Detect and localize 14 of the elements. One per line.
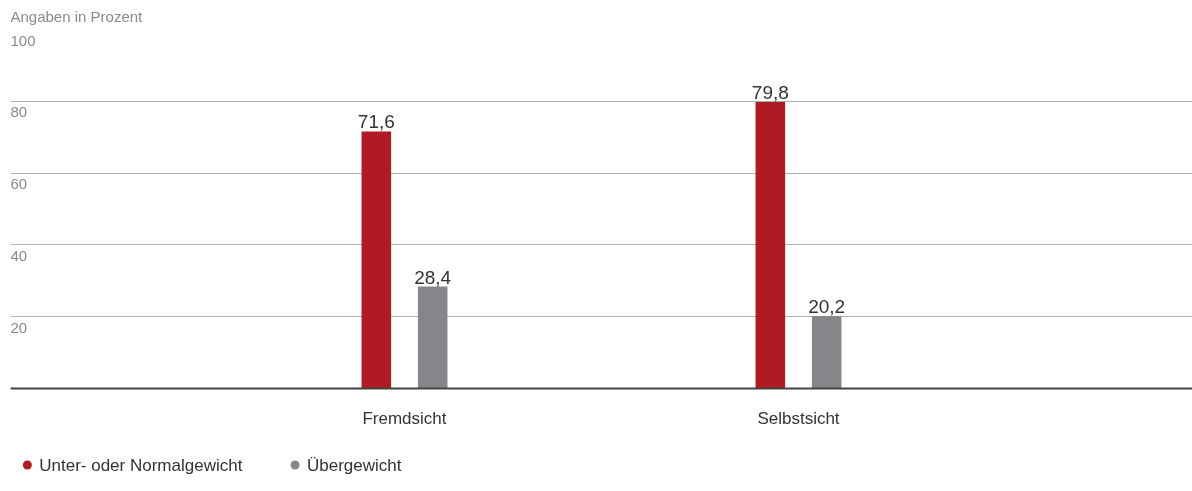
legend-label: Übergewicht xyxy=(306,455,402,475)
data-label: 71,6 xyxy=(357,111,395,133)
y-tick-label: 80 xyxy=(10,103,28,121)
x-tick-label: Selbstsicht xyxy=(757,408,840,428)
y-tick-label: 40 xyxy=(10,246,28,264)
y-tick-label: 60 xyxy=(10,175,28,193)
data-label: 28,4 xyxy=(414,266,452,288)
y-tick-label: 100 xyxy=(10,31,36,49)
legend-label: Unter- oder Normalgewicht xyxy=(39,455,243,475)
y-tick-label: 20 xyxy=(10,318,28,336)
y-axis-title: Angaben in Prozent xyxy=(10,7,144,25)
data-label: 79,8 xyxy=(751,82,789,104)
x-tick-label: Fremdsicht xyxy=(362,408,447,428)
data-label: 20,2 xyxy=(808,295,846,317)
